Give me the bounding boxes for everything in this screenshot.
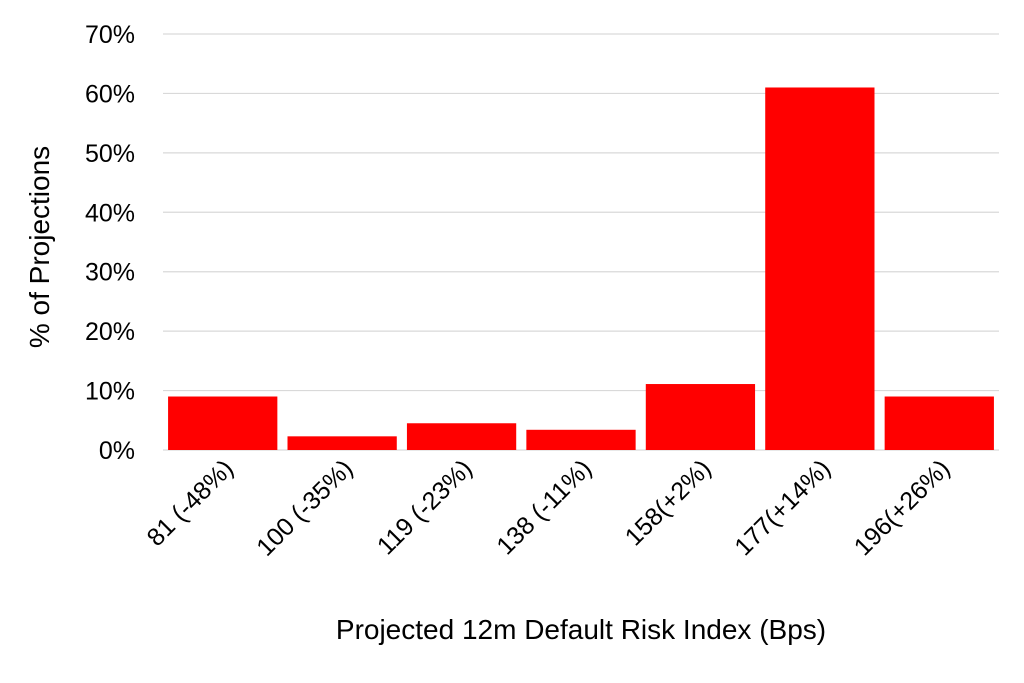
bar [406,423,517,450]
bar [526,429,636,450]
y-tick-label: 30% [85,259,135,287]
bar [645,384,756,450]
y-tick-label: 70% [85,21,135,49]
bar [287,436,397,450]
y-axis-ticks: 0% 10% 20% 30% 40% 50% 60% 70% [85,21,135,465]
y-tick-label: 20% [85,318,135,346]
x-tick-label: 100 (-35%) [251,454,358,561]
bar [168,396,278,450]
y-tick-label: 0% [99,437,135,465]
x-tick-label: 119 (-23%) [372,454,478,560]
gridlines [163,33,999,451]
x-tick-label: 138 (-11%) [491,454,597,560]
y-axis-title: % of Projections [24,146,55,348]
x-axis-title: Projected 12m Default Risk Index (Bps) [336,614,826,645]
bar [765,87,875,450]
x-tick-label: 81 (-48%) [142,454,239,551]
x-tick-label: 158(+2%) [620,454,717,551]
y-tick-label: 10% [85,378,135,406]
x-tick-label: 196(+26%) [849,454,956,561]
x-tick-label: 177(+14%) [729,454,836,561]
bars [168,87,994,450]
bar [884,396,994,450]
y-tick-label: 60% [85,80,135,108]
y-tick-label: 50% [85,140,135,168]
y-tick-label: 40% [85,199,135,227]
x-axis-ticks: 81 (-48%) 100 (-35%) 119 (-23%) 138 (-11%) 1… [142,454,956,561]
